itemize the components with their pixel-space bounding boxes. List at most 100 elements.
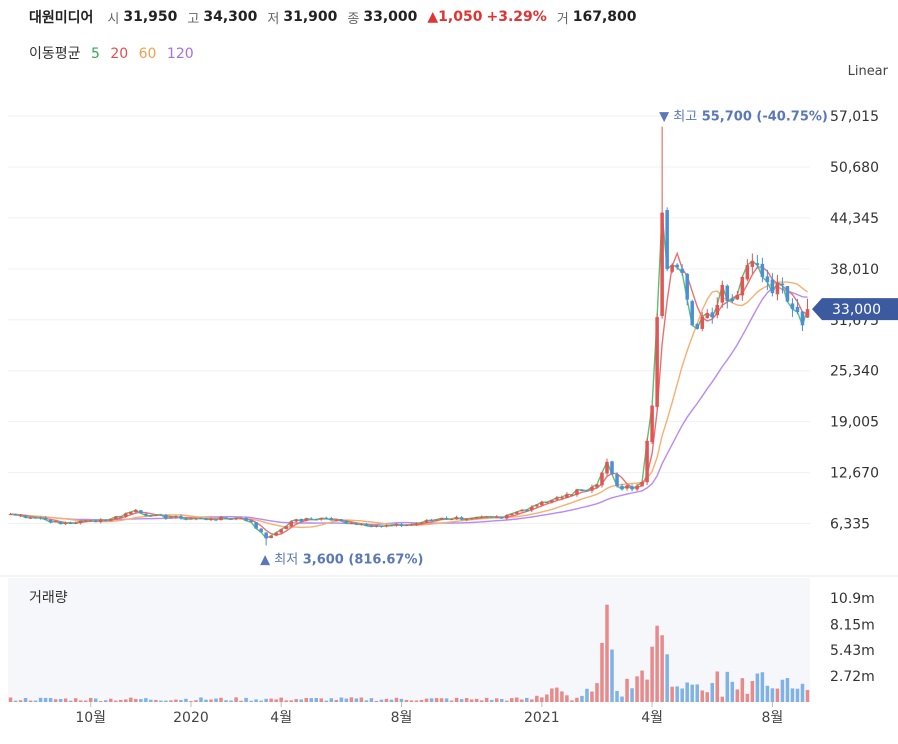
volume-bar: [339, 697, 344, 702]
volume-bar: [805, 689, 810, 702]
candle-body: [499, 516, 504, 519]
volume-panel-background: [0, 575, 898, 702]
volume-bar: [93, 698, 98, 702]
price-tick-label: 19,005: [830, 415, 879, 431]
volume-bar: [264, 698, 268, 702]
stock-name[interactable]: 대원미디어: [29, 10, 94, 26]
candle-body: [33, 517, 38, 519]
moving-average-legend[interactable]: 이동평균 5 20 60 120: [29, 43, 200, 63]
volume-bar: [725, 671, 730, 702]
volume-bar: [48, 697, 53, 702]
candle-body: [114, 516, 118, 519]
volume-bar: [284, 700, 288, 702]
volume-bar: [469, 699, 474, 702]
volume-bar: [464, 697, 469, 702]
candle-body: [720, 285, 725, 303]
candle-body: [309, 518, 314, 520]
candle-body: [755, 263, 760, 266]
candle-body: [625, 485, 629, 489]
candle-body: [164, 515, 168, 519]
volume-bar: [439, 698, 444, 702]
time-tick-label: 8월: [391, 710, 413, 726]
volume-label: 거: [556, 11, 569, 27]
volume-tick-label: 2.72m: [830, 669, 875, 685]
volume-bar: [755, 673, 760, 702]
stock-header: 대원미디어 시 31,950 고 34,300 저 31,900 종 33,00…: [29, 6, 647, 28]
candle-body: [379, 526, 384, 528]
ma-120-label[interactable]: 120: [166, 46, 194, 62]
volume-bar: [294, 699, 298, 702]
volume-bar: [665, 654, 669, 702]
volume-bar: [780, 679, 785, 702]
volume-bar: [399, 698, 404, 702]
candle-body: [635, 485, 639, 490]
volume-bar: [540, 697, 544, 702]
volume-bar: [484, 697, 489, 702]
volume-bar: [795, 688, 800, 702]
candle-body: [78, 520, 83, 524]
volume-bar: [404, 699, 409, 702]
volume-bar: [690, 684, 694, 702]
scale-type-toggle[interactable]: Linear: [847, 64, 888, 79]
volume-bar: [429, 698, 434, 702]
volume-bar: [670, 686, 674, 702]
volume-bar: [18, 700, 23, 702]
volume-bar: [154, 699, 158, 702]
candle-body: [144, 513, 148, 516]
candle-body: [73, 522, 78, 524]
volume-bar: [299, 699, 303, 702]
volume-axis: 10.9m 8.15m 5.43m 2.72m: [830, 591, 875, 685]
candle-body: [650, 405, 654, 443]
candle-body: [680, 268, 684, 273]
volume-bar: [459, 699, 464, 702]
time-tick-label: 10월: [75, 710, 106, 726]
candle-body: [254, 522, 258, 529]
time-axis: 10월 2020 4월 8월 2021 4월 8월: [75, 702, 783, 726]
volume-bar: [504, 700, 509, 702]
low-annotation: ▲ 최저 3,600 (816.67%): [260, 553, 423, 568]
volume-bar: [444, 698, 449, 702]
volume-bar: [369, 698, 374, 702]
price-grid: [8, 115, 810, 525]
ma-20-label[interactable]: 20: [110, 46, 129, 62]
volume-bar: [103, 700, 108, 702]
candle-body: [520, 510, 524, 512]
candle-body: [700, 316, 704, 329]
candle-body: [399, 524, 404, 526]
volume-bar: [414, 700, 419, 702]
volume-bar: [695, 684, 699, 702]
volume-bar: [129, 697, 133, 702]
volume-bar: [274, 699, 278, 702]
candle-body: [620, 485, 624, 490]
volume-bar: [379, 699, 384, 702]
candle-body: [199, 517, 203, 519]
volume-bar: [349, 697, 354, 702]
candle-body: [284, 526, 288, 529]
candle-body: [8, 514, 13, 516]
high-label: 고: [187, 11, 200, 27]
candle-body: [745, 265, 750, 280]
candle-body: [63, 523, 68, 525]
volume-bar: [139, 699, 143, 702]
volume-bar: [78, 700, 83, 702]
volume-bar: [494, 698, 499, 702]
volume-bar: [179, 700, 183, 702]
volume-bar: [329, 698, 334, 702]
ma-60-label[interactable]: 60: [138, 46, 157, 62]
candle-body: [449, 519, 454, 521]
candle-body: [785, 286, 790, 302]
ma-120-line: [10, 285, 808, 526]
volume-bar: [479, 700, 484, 702]
candle-body: [109, 518, 113, 521]
candle-body: [329, 518, 334, 521]
candle-body: [219, 517, 223, 521]
candle-body: [299, 518, 303, 522]
candle-body: [510, 513, 514, 516]
volume-bar: [359, 697, 364, 702]
candle-body: [439, 518, 444, 520]
candle-body: [555, 497, 559, 500]
ma-5-label[interactable]: 5: [90, 46, 100, 62]
volume-bar: [424, 698, 429, 702]
volume-bar: [229, 700, 233, 702]
